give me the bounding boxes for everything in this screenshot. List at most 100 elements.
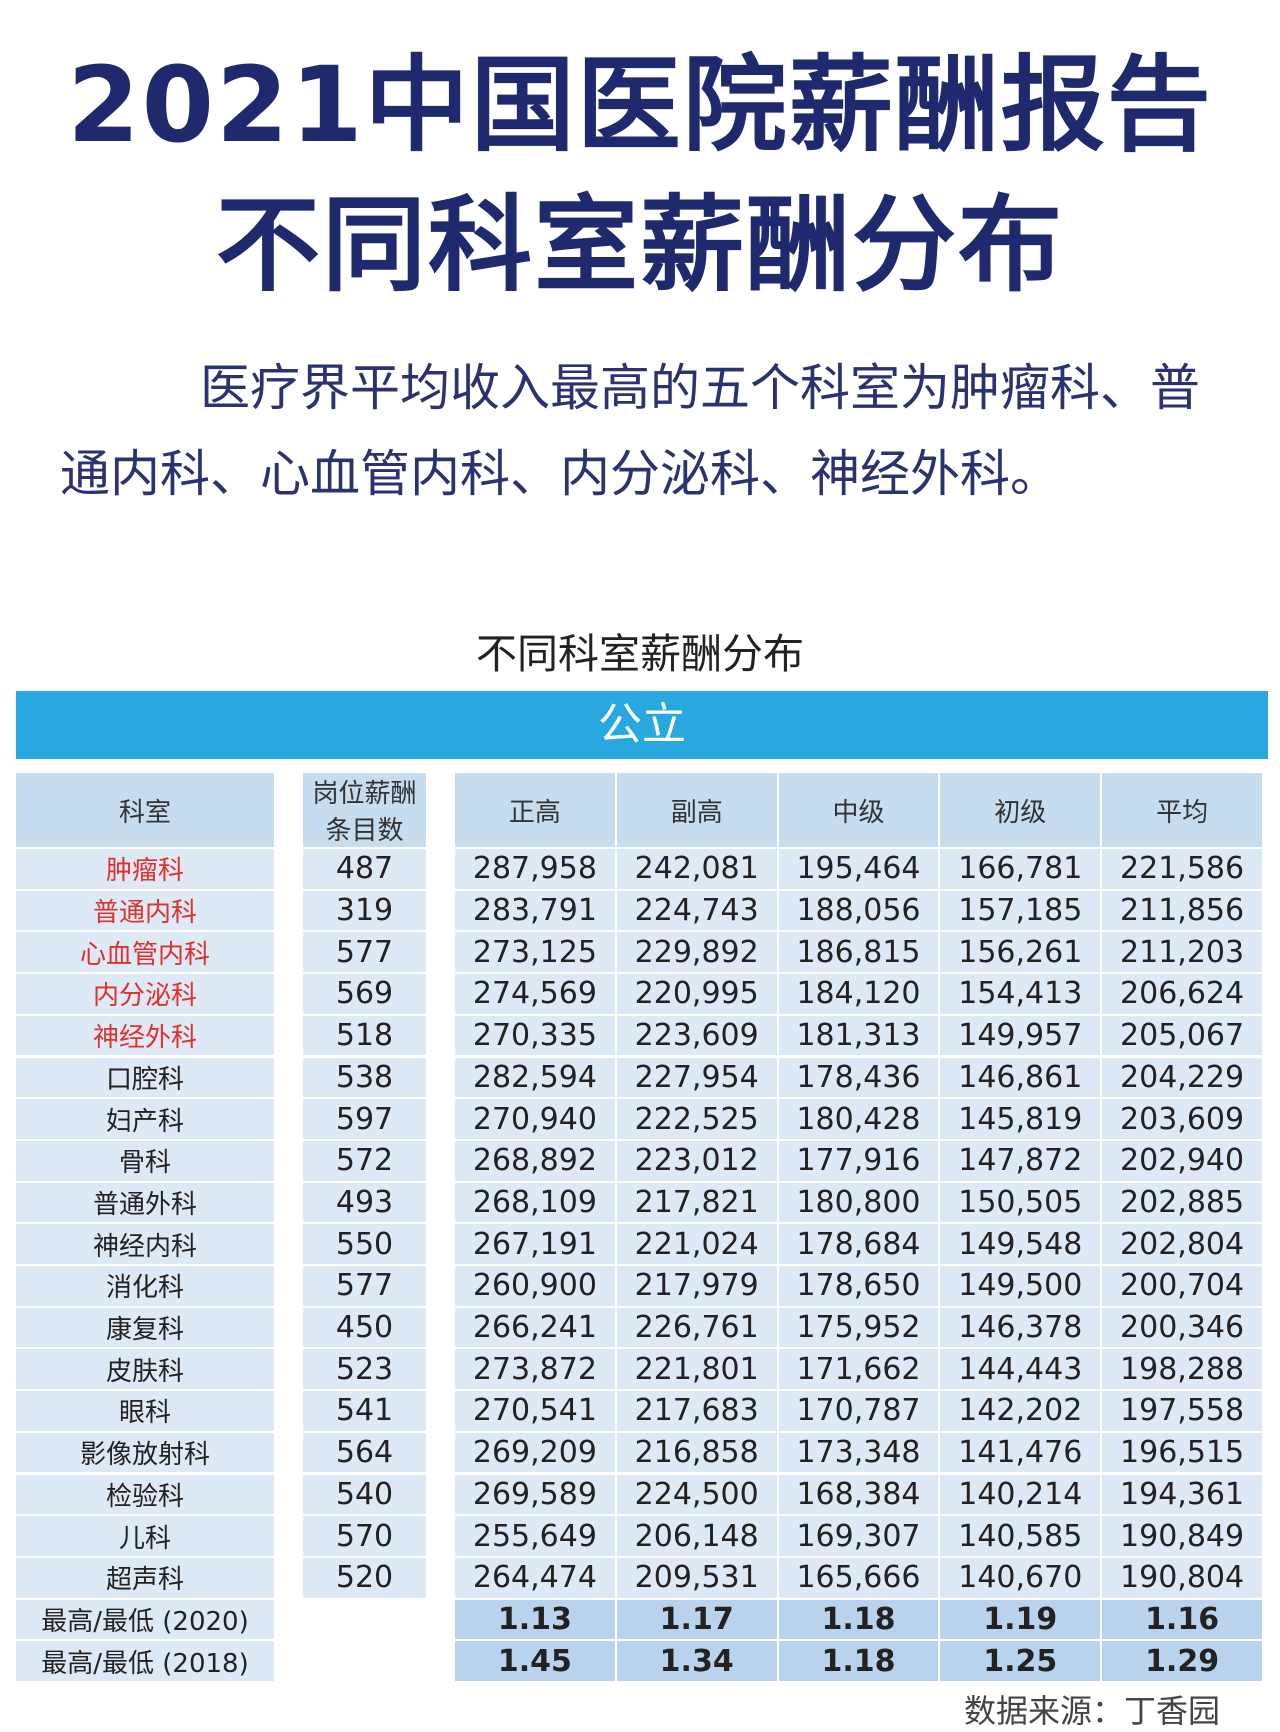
count-cell: 540 (303, 1474, 428, 1517)
value-cell: 202,940 (1102, 1140, 1264, 1183)
intro-text: 医疗界平均收入最高的五个科室为肿瘤科、普通内科、心血管内科、内分泌科、神经外科。 (60, 359, 1200, 503)
value-cell: 224,500 (616, 1474, 779, 1517)
dept-cell: 康复科 (16, 1307, 276, 1350)
count-cell: 493 (303, 1182, 428, 1225)
count-cell: 569 (303, 974, 428, 1016)
value-cell: 221,801 (616, 1349, 779, 1392)
value-cell: 140,585 (940, 1516, 1103, 1558)
value-cell: 180,800 (778, 1182, 941, 1225)
value-cell: 206,148 (616, 1516, 779, 1558)
value-cell: 181,313 (778, 1015, 941, 1058)
value-cell: 194,361 (1102, 1474, 1264, 1517)
value-cell: 203,609 (1102, 1099, 1264, 1141)
value-cell: 287,958 (455, 849, 617, 891)
header-cell: 岗位薪酬条目数 (303, 773, 428, 849)
count-cell: 550 (303, 1224, 428, 1266)
value-cell: 269,209 (455, 1432, 617, 1475)
dept-cell: 皮肤科 (16, 1349, 276, 1392)
footer-value: 1.18 (778, 1599, 941, 1642)
value-cell: 222,525 (616, 1099, 779, 1141)
count-cell: 597 (303, 1099, 428, 1141)
value-cell: 147,872 (940, 1140, 1103, 1183)
value-cell: 206,624 (1102, 974, 1264, 1016)
count-cell: 487 (303, 849, 428, 891)
value-cell: 242,081 (616, 849, 779, 891)
value-cell: 267,191 (455, 1224, 617, 1266)
value-cell: 154,413 (940, 974, 1103, 1016)
value-cell: 178,650 (778, 1266, 941, 1308)
value-cell: 149,548 (940, 1224, 1103, 1266)
count-cell: 523 (303, 1349, 428, 1392)
value-cell: 268,109 (455, 1182, 617, 1225)
source: 数据来源：丁香园 (963, 1692, 1220, 1730)
value-cell: 270,335 (455, 1015, 617, 1058)
value-cell: 226,761 (616, 1307, 779, 1350)
value-cell: 204,229 (1102, 1057, 1264, 1100)
value-cell: 266,241 (455, 1307, 617, 1350)
value-cell: 196,515 (1102, 1432, 1264, 1475)
dept-cell: 普通内科 (16, 890, 276, 933)
value-cell: 175,952 (778, 1307, 941, 1350)
value-cell: 205,067 (1102, 1015, 1264, 1058)
value-cell: 198,288 (1102, 1349, 1264, 1392)
value-cell: 145,819 (940, 1099, 1103, 1141)
dept-cell: 超声科 (16, 1557, 276, 1600)
value-cell: 149,500 (940, 1266, 1103, 1308)
dept-cell: 神经外科 (16, 1015, 276, 1058)
footer-label: 最高/最低 (2020) (16, 1599, 276, 1642)
value-cell: 217,979 (616, 1266, 779, 1308)
value-cell: 283,791 (455, 890, 617, 933)
count-cell: 572 (303, 1140, 428, 1183)
footer-label: 最高/最低 (2018) (16, 1641, 276, 1683)
table-title: 不同科室薪酬分布 (476, 630, 804, 678)
value-cell: 269,589 (455, 1474, 617, 1517)
value-cell: 141,476 (940, 1432, 1103, 1475)
value-cell: 268,892 (455, 1140, 617, 1183)
value-cell: 168,384 (778, 1474, 941, 1517)
value-cell: 166,781 (940, 849, 1103, 891)
value-cell: 273,872 (455, 1349, 617, 1392)
value-cell: 227,954 (616, 1057, 779, 1100)
value-cell: 186,815 (778, 932, 941, 975)
value-cell: 217,683 (616, 1391, 779, 1433)
value-cell: 211,856 (1102, 890, 1264, 933)
dept-cell: 普通外科 (16, 1182, 276, 1225)
value-cell: 220,995 (616, 974, 779, 1016)
value-cell: 200,346 (1102, 1307, 1264, 1350)
value-cell: 178,436 (778, 1057, 941, 1100)
header-cell: 副高 (616, 773, 779, 849)
dept-cell: 心血管内科 (16, 932, 276, 975)
count-cell: 518 (303, 1015, 428, 1058)
value-cell: 178,684 (778, 1224, 941, 1266)
dept-cell: 检验科 (16, 1474, 276, 1517)
value-cell: 188,056 (778, 890, 941, 933)
value-cell: 260,900 (455, 1266, 617, 1308)
value-cell: 202,885 (1102, 1182, 1264, 1225)
value-cell: 282,594 (455, 1057, 617, 1100)
value-cell: 150,505 (940, 1182, 1103, 1225)
value-cell: 216,858 (616, 1432, 779, 1475)
value-cell: 146,861 (940, 1057, 1103, 1100)
count-cell: 450 (303, 1307, 428, 1350)
value-cell: 264,474 (455, 1557, 617, 1600)
value-cell: 170,787 (778, 1391, 941, 1433)
footer-value: 1.25 (940, 1641, 1103, 1683)
dept-cell: 儿科 (16, 1516, 276, 1558)
value-cell: 274,569 (455, 974, 617, 1016)
count-cell: 570 (303, 1516, 428, 1558)
value-cell: 171,662 (778, 1349, 941, 1392)
dept-cell: 肿瘤科 (16, 849, 276, 891)
value-cell: 177,916 (778, 1140, 941, 1183)
header-cell: 正高 (455, 773, 617, 849)
value-cell: 165,666 (778, 1557, 941, 1600)
footer-value: 1.13 (455, 1599, 617, 1642)
header-cell: 平均 (1102, 773, 1264, 849)
value-cell: 144,443 (940, 1349, 1103, 1392)
count-cell: 520 (303, 1557, 428, 1600)
value-cell: 157,185 (940, 890, 1103, 933)
footer-value: 1.17 (616, 1599, 779, 1642)
header-cell: 中级 (778, 773, 941, 849)
value-cell: 197,558 (1102, 1391, 1264, 1433)
value-cell: 190,849 (1102, 1516, 1264, 1558)
footer-value: 1.29 (1102, 1641, 1264, 1683)
